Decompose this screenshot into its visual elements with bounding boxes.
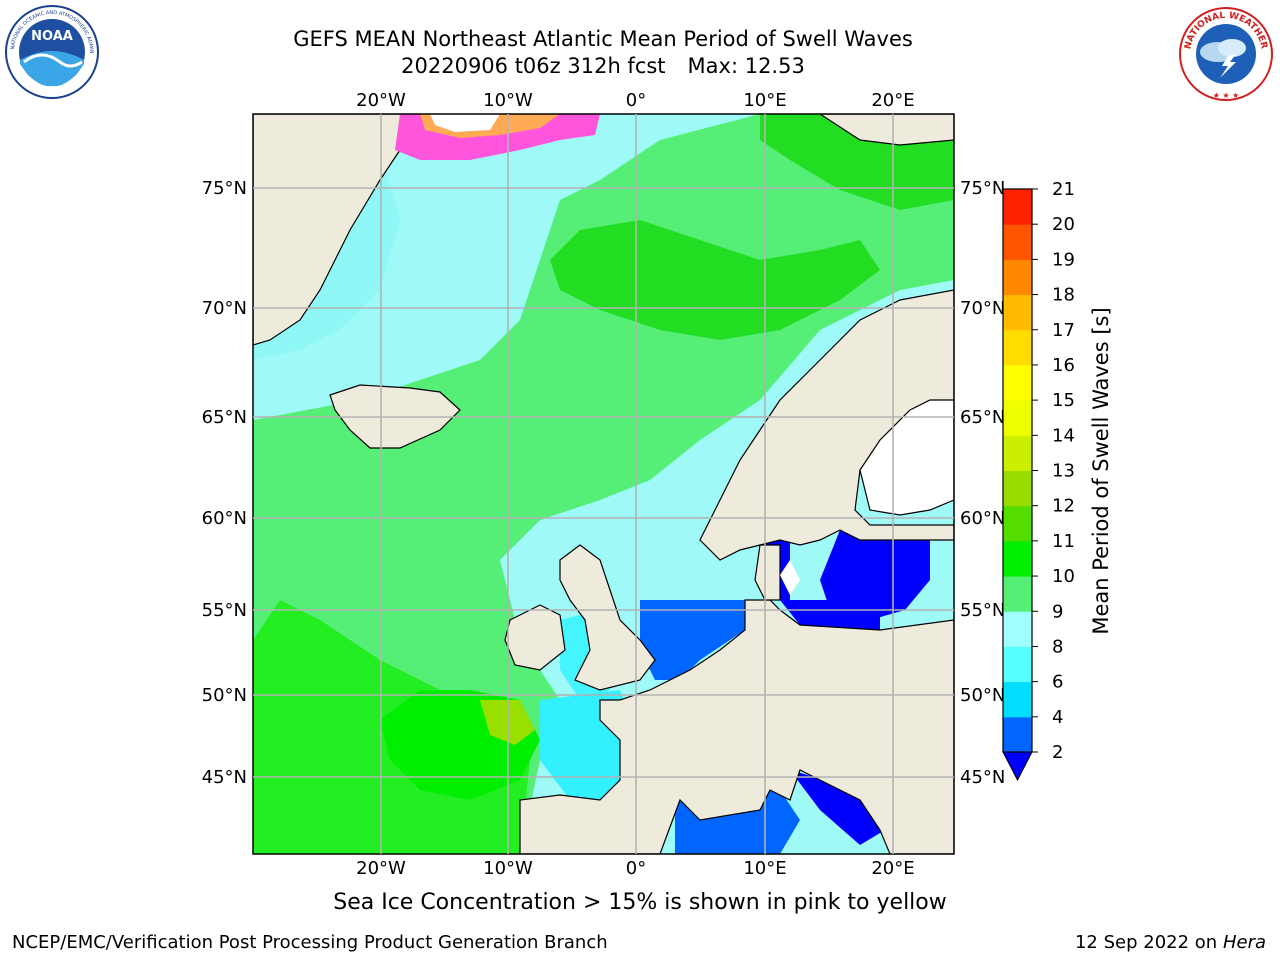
footer-host: Hera (1222, 932, 1266, 953)
noaa-logo: NOAA NATIONAL OCEANIC AND ATMOSPHERIC AD… (2, 4, 99, 99)
colorbar-tick-label: 10 (1052, 566, 1075, 587)
lake-vanern (780, 560, 800, 595)
colorbar-segment (1003, 716, 1032, 753)
land-great-britain (559, 544, 656, 691)
swell-10-11s-north (550, 220, 880, 340)
swell-2-4s-southernnorthsea (640, 600, 745, 680)
colorbar-segment (1003, 611, 1032, 647)
svg-text:★ ★ ★: ★ ★ ★ (1213, 91, 1240, 100)
colorbar-segment (1003, 681, 1032, 718)
lat-label-right: 50°N (960, 685, 1005, 706)
colorbar-segment (1003, 400, 1032, 436)
lat-label-right: 65°N (960, 407, 1005, 428)
lon-label-top: 10°E (743, 90, 786, 111)
lat-label-left: 55°N (202, 600, 247, 621)
lat-label-left: 75°N (202, 178, 247, 199)
colorbar-segment (1003, 505, 1032, 542)
noaa-logo-text: NOAA (31, 29, 73, 44)
lon-label-bottom: 10°W (483, 858, 533, 879)
colorbar-segment (1003, 435, 1032, 471)
colorbar-segment (1003, 540, 1032, 577)
lat-label-left: 50°N (202, 685, 247, 706)
lon-label-top: 0° (626, 90, 646, 111)
lon-label-bottom: 20°W (356, 858, 406, 879)
colorbar-segment (1003, 470, 1032, 507)
longitude-labels: 20°W 20°W 10°W 10°W 0° 0° 10°E 10°E 20°E 20°E (356, 90, 914, 879)
colorbar-tick-label: 9 (1052, 601, 1063, 622)
colorbar-segment (1003, 259, 1032, 296)
lon-label-bottom: 10°E (743, 858, 786, 879)
land-finland (859, 399, 954, 516)
lat-label-left: 65°N (202, 407, 247, 428)
colorbar-tick-label: 17 (1052, 320, 1075, 341)
colorbar-segment (1003, 224, 1032, 260)
footer-date: 12 Sep 2022 on Hera (1074, 932, 1266, 953)
colorbar-tick-label: 11 (1052, 531, 1075, 552)
swell-8-9s-northsea (600, 540, 760, 610)
colorbar-tick-label: 19 (1052, 249, 1075, 270)
colorbar-segment (1003, 294, 1032, 331)
swell-baltic (820, 528, 930, 620)
colorbar-label: Mean Period of Swell Waves [s] (1089, 307, 1113, 634)
chart-title: GEFS MEAN Northeast Atlantic Mean Period… (293, 27, 913, 51)
lon-label-bottom: 20°E (871, 858, 914, 879)
colorbar-tick-label: 6 (1052, 672, 1063, 693)
colorbar-tick-label: 4 (1052, 707, 1063, 728)
footer-branch: NCEP/EMC/Verification Post Processing Pr… (12, 932, 608, 953)
colorbar: 2 4 6 8 9 10 11 12 13 14 15 16 17 18 19 20 21 (1002, 179, 1075, 782)
sea-ice-core (430, 114, 500, 132)
lat-label-right: 70°N (960, 298, 1005, 319)
map-frame (252, 113, 955, 855)
colorbar-tick-label: 18 (1052, 285, 1075, 306)
land-ireland (504, 604, 566, 671)
colorbar-tick-label: 8 (1052, 636, 1063, 657)
colorbar-segment (1003, 189, 1032, 225)
lon-label-top: 20°E (871, 90, 914, 111)
colorbar-segment (1003, 646, 1032, 683)
lat-label-left: 45°N (202, 767, 247, 788)
max-value: Max: 12.53 (687, 54, 805, 78)
swell-adriatic (790, 770, 885, 845)
colorbar-tick-label: 20 (1052, 214, 1075, 235)
lat-label-right: 45°N (960, 767, 1005, 788)
nws-logo: NATIONAL WEATHER SERVICE ★ ★ ★ (1176, 4, 1273, 101)
lon-label-bottom: 0° (626, 858, 646, 879)
latitude-labels: 75°N 75°N 70°N 70°N 65°N 65°N 60°N 60°N 55°N 55°N… (202, 178, 1006, 788)
colorbar-tick-label: 16 (1052, 355, 1075, 376)
sea-ice-note: Sea Ice Concentration > 15% is shown in … (333, 890, 947, 915)
colorbar-extend-triangle (1002, 751, 1033, 782)
lat-label-left: 70°N (202, 298, 247, 319)
swell-baltic-south (780, 600, 880, 630)
lat-label-right: 55°N (960, 600, 1005, 621)
colorbar-tick-label: 15 (1052, 390, 1075, 411)
lon-label-top: 10°W (483, 90, 533, 111)
lat-label-left: 60°N (202, 508, 247, 529)
land-continental-europe (519, 599, 954, 854)
lat-label-right: 60°N (960, 508, 1005, 529)
land-svalbard (818, 114, 954, 146)
colorbar-segment (1003, 329, 1032, 366)
lat-label-right: 75°N (960, 178, 1005, 199)
land-denmark (754, 544, 781, 601)
colorbar-tick-label: 2 (1052, 742, 1063, 763)
colorbar-tick-label: 12 (1052, 496, 1075, 517)
colorbar-tick-label: 14 (1052, 425, 1075, 446)
colorbar-tick-label: 21 (1052, 179, 1075, 200)
chart-subtitle: 20220906 t06z 312h fcst Max: 12.53 (0, 54, 1206, 78)
graticule (253, 114, 954, 854)
map-field (253, 114, 954, 854)
colorbar-segment (1003, 576, 1032, 612)
run-info: 20220906 t06z 312h fcst (401, 54, 666, 78)
lon-label-top: 20°W (356, 90, 406, 111)
colorbar-segment (1003, 364, 1032, 401)
colorbar-tick-label: 13 (1052, 461, 1075, 482)
